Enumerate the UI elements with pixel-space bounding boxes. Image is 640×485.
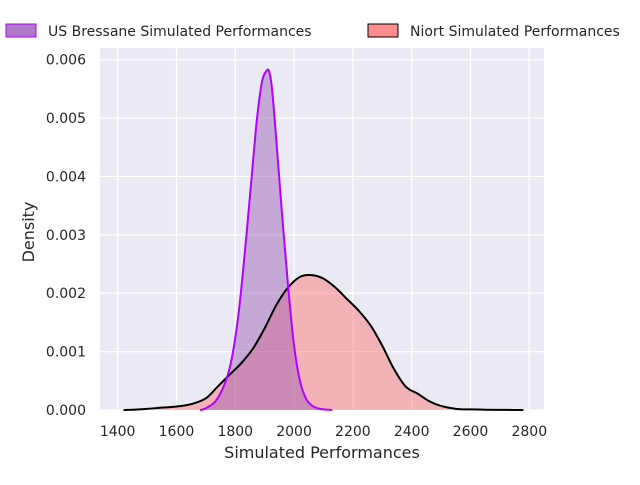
- y-tick-labels: 0.000 0.001 0.002 0.003 0.004 0.005 0.006: [46, 53, 86, 419]
- x-tick-label: 2400: [394, 424, 430, 440]
- legend-label-niort: Niort Simulated Performances: [410, 24, 620, 40]
- x-tick-label: 1600: [159, 424, 195, 440]
- x-tick-label: 2000: [276, 424, 312, 440]
- density-area-series-0: [199, 69, 333, 410]
- y-axis-title: Density: [19, 202, 38, 263]
- legend-swatch-niort: [367, 23, 399, 38]
- density-line-series-1: [123, 273, 524, 411]
- density-lines: [123, 68, 524, 411]
- x-tick-label: 2200: [335, 424, 371, 440]
- density-area-series-1: [123, 274, 524, 410]
- x-tick-label: 1400: [100, 424, 136, 440]
- x-tick-label: 2800: [511, 424, 547, 440]
- x-tick-label: 1800: [217, 424, 253, 440]
- x-tick-labels: 1400 1600 1800 2000 2200 2400 2600 2800: [100, 424, 547, 440]
- legend-label-us-bressane: US Bressane Simulated Performances: [48, 24, 312, 40]
- x-tick-label: 2600: [453, 424, 489, 440]
- y-tick-label: 0.005: [46, 111, 86, 127]
- density-line-series-0: [199, 68, 333, 411]
- grid-lines: [100, 48, 544, 411]
- x-axis-title: Simulated Performances: [224, 443, 420, 462]
- legend-swatch-us-bressane: [5, 23, 37, 38]
- y-tick-label: 0.002: [46, 286, 86, 302]
- y-tick-label: 0.001: [46, 345, 86, 361]
- y-tick-label: 0.006: [46, 53, 86, 69]
- y-tick-label: 0.000: [46, 403, 86, 419]
- y-tick-label: 0.004: [46, 169, 86, 185]
- y-tick-label: 0.003: [46, 228, 86, 244]
- density-areas: [123, 69, 524, 410]
- legend: US Bressane Simulated Performances Niort…: [5, 23, 620, 40]
